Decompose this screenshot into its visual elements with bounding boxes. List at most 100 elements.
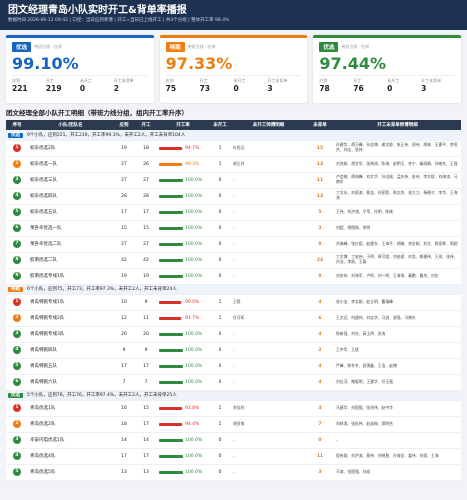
card-stats: 应到 78 开工 76 未开工 0 开工未背单 3 — [319, 75, 456, 94]
rank-cell: 4 — [6, 342, 28, 359]
idle-count: 1 — [209, 294, 231, 311]
unbacked-count: 7 — [306, 416, 334, 433]
idle-count: 0 — [209, 432, 231, 449]
stat: 开工未背单 2 — [114, 78, 148, 94]
summary-cards: 优选 带班力线 · 在岗 99.10% 应到 221 开工 219 未开工 0 开工未背单 2 特跑带… — [6, 35, 462, 103]
team-name: 如东优选2队 — [28, 140, 113, 157]
stat-value: 2 — [113, 84, 119, 93]
bar-track — [159, 454, 183, 458]
rank-cell: 1 — [6, 400, 28, 417]
group-tag: 优选 — [8, 132, 23, 138]
team-name: 幸安闪电优选1队 — [28, 432, 113, 449]
rate-bar: 100.0% — [159, 454, 207, 459]
idle-detail: - — [231, 464, 306, 481]
rank-badge: 1 — [13, 404, 21, 412]
due-count: 17 — [113, 358, 135, 375]
bar-fill — [159, 178, 183, 182]
open-count: 11 — [135, 310, 157, 327]
rate-label: 100.0% — [185, 209, 203, 215]
rank-badge: 3 — [13, 436, 21, 444]
unbacked-detail: 刘超、胡德刚、李明 — [334, 220, 461, 237]
due-count: 27 — [113, 236, 135, 253]
stat-label: 开工 — [353, 78, 362, 83]
bar-track — [159, 194, 183, 198]
group-row: 优选 9个小队，应到221，开工219，开工率99.1%，未开工2人，开工未背单1… — [6, 130, 461, 141]
table-row: 6 莱各幸优选一队 15 15 100.0% 0-3 刘超、胡德刚、李明 — [6, 220, 461, 237]
open-count: 20 — [135, 326, 157, 343]
rank-badge: 2 — [13, 420, 21, 428]
unbacked-count: 9 — [306, 236, 334, 253]
header: 团文经理青岛小队实时开工&背单率播报 数据时间 2026-06-12 09:42… — [0, 0, 467, 30]
rate-cell: 94.7% — [157, 140, 209, 157]
rate-bar: 100.0% — [159, 210, 207, 215]
rate-bar: 100.0% — [159, 348, 207, 353]
bar-fill — [159, 332, 183, 336]
unbacked-detail: 王伟、刘洪涛、宁苇、孙明、陈晓 — [334, 204, 461, 221]
rate-bar: 94.7% — [159, 146, 207, 151]
rate-cell: 90.0% — [157, 294, 209, 311]
rate-bar: 100.0% — [159, 364, 207, 369]
bar-fill — [159, 146, 182, 150]
rate-bar: 100.0% — [159, 332, 207, 337]
bar-track — [159, 438, 183, 442]
rate-label: 100.0% — [185, 273, 203, 279]
open-count: 9 — [135, 342, 157, 359]
open-count: 19 — [135, 268, 157, 285]
unbacked-count: 4 — [306, 294, 334, 311]
rank-badge: 7 — [13, 240, 21, 248]
idle-count: 0 — [209, 236, 231, 253]
rate-label: 100.0% — [185, 225, 203, 231]
rank-cell: 4 — [6, 188, 28, 205]
due-count: 27 — [113, 156, 135, 173]
rank-badge: 1 — [13, 298, 21, 306]
rate-bar: 100.0% — [159, 178, 207, 183]
due-count: 16 — [113, 400, 135, 417]
rate-cell: 96.3% — [157, 156, 209, 173]
rank-badge: 9 — [13, 272, 21, 280]
rate-cell: 100.0% — [157, 220, 209, 237]
idle-detail: - — [231, 374, 306, 391]
unbacked-count: 15 — [306, 140, 334, 157]
group-row: 优选 5个小队，应到78，开工76，开工率97.4%，未开工2人，开工未背单25人 — [6, 390, 461, 401]
stat-label: 开工未背单 — [113, 78, 134, 83]
stat-value: 3 — [421, 84, 427, 93]
team-name: 莱各幸优选二队 — [28, 236, 113, 253]
group-summary: 6个小队，应到75，开工73，开工率97.3%，未开工2人，开工未背单24人 — [27, 287, 177, 292]
rate-bar: 100.0% — [159, 470, 207, 475]
rate-cell: 100.0% — [157, 358, 209, 375]
unbacked-detail: 刘林涛、张松伟、赵淑梅、郑明杰 — [334, 416, 461, 433]
rank-cell: 6 — [6, 374, 28, 391]
rank-badge: 1 — [13, 144, 21, 152]
rank-cell: 3 — [6, 432, 28, 449]
due-count: 27 — [113, 172, 135, 189]
stat-value: 219 — [45, 84, 62, 93]
idle-count: 0 — [209, 374, 231, 391]
idle-detail: - — [231, 448, 306, 465]
unbacked-detail: 刘长河、褚聪明、王建华、孙玉强 — [334, 374, 461, 391]
bar-track — [159, 422, 183, 426]
rank-badge: 8 — [13, 256, 21, 264]
idle-detail: - — [231, 220, 306, 237]
bar-track — [159, 210, 183, 214]
table-row: 7 莱各幸优选二队 27 27 100.0% 0-9 刘海峰、张红斌、赵建东、王海平、胡梅、… — [6, 236, 461, 253]
stat: 应到 75 — [166, 78, 200, 94]
bar-track — [159, 162, 183, 166]
card-rate: 99.10% — [12, 54, 79, 73]
open-count: 17 — [135, 416, 157, 433]
rate-cell: 91.7% — [157, 310, 209, 327]
team-name: 青岛特跑专线3队 — [28, 326, 113, 343]
idle-detail: 谢玉玲 — [231, 156, 306, 173]
due-count: 9 — [113, 342, 135, 359]
unbacked-count: 6 — [306, 310, 334, 327]
stat-label: 开工 — [45, 78, 54, 83]
unbacked-detail: 刘兆刚、胡文华、张海涛、陈海、赵明玉、李宁、秦丽娟、孙晓东、王强 — [334, 156, 461, 173]
unbacked-detail: 丁文水、刘雨涛、蔡龙、孙家毅、陈文杰、张大力、杨德才、李华、王海涛 — [334, 188, 461, 205]
team-name: 如东优选三队 — [28, 172, 113, 189]
team-name: 青岛优选2队 — [28, 416, 113, 433]
idle-count: 1 — [209, 310, 231, 327]
idle-detail: - — [231, 432, 306, 449]
unbacked-count: 24 — [306, 252, 334, 269]
idle-count: 0 — [209, 358, 231, 375]
idle-count: 0 — [209, 188, 231, 205]
